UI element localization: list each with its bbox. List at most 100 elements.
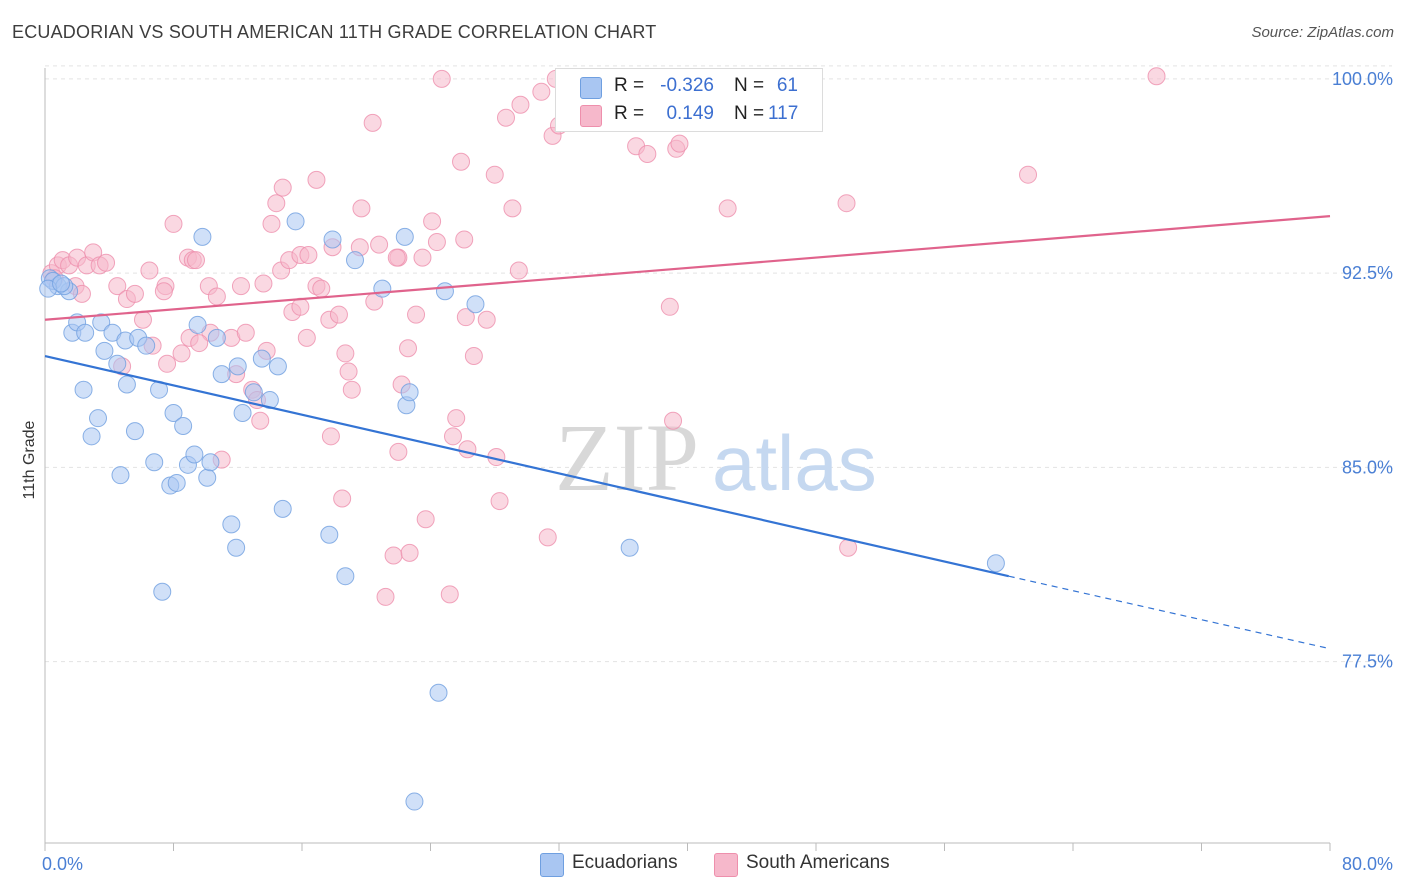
ecuadorian-point (435, 282, 454, 301)
ecuadorian-point (320, 525, 339, 544)
ecuadorian-point (52, 274, 71, 293)
south-american-point (485, 165, 504, 184)
south-american-point (207, 287, 226, 306)
south-american-point (172, 344, 191, 363)
south-american-point (140, 261, 159, 280)
south-american-point (133, 310, 152, 329)
ecuadorian-point (193, 227, 212, 246)
ecuadorian-point (400, 383, 419, 402)
south-american-point (718, 199, 737, 218)
y-tick-label: 100.0% (1332, 69, 1393, 89)
ecuadorian-point (346, 251, 365, 270)
legend-n-value: 61 (776, 75, 798, 96)
chart-source: Source: ZipAtlas.com (1251, 24, 1394, 41)
south-american-point (297, 328, 316, 347)
ecuadorian-point (111, 466, 130, 485)
ecuadorian-point (174, 416, 193, 435)
x-tick-label: 80.0% (1342, 854, 1393, 874)
south-american-point (387, 248, 406, 267)
legend-r-label: R = (614, 103, 645, 124)
south-american-point (407, 305, 426, 324)
south-american-point (291, 297, 310, 316)
south-american-point (399, 339, 418, 358)
ecuadorian-point (212, 365, 231, 384)
south-american-point (511, 95, 530, 114)
ecuadorian-point (286, 212, 305, 231)
x-tick-label: 0.0% (42, 854, 83, 874)
legend-n-label: N = (734, 103, 765, 124)
tick-labels: 77.5% 85.0% 92.5% 100.0% 0.0% 80.0% (42, 69, 1393, 874)
legend-label-south-americans: South Americans (746, 852, 890, 873)
ecuadorian-point (260, 391, 279, 410)
legend-n-value: 117 (768, 103, 799, 124)
south-american-point (503, 199, 522, 218)
ecuadorian-point (227, 538, 246, 557)
ecuadorian-point (89, 409, 108, 428)
ecuadorian-point (188, 315, 207, 334)
ecuadorian-point (373, 279, 392, 298)
ecuadorian-point (167, 473, 186, 492)
ecuadorian-point (233, 404, 252, 423)
ecuadorian-point (228, 357, 247, 376)
south-american-point (638, 144, 657, 163)
south-american-point (267, 194, 286, 213)
ecuadorian-point (185, 445, 204, 464)
ecuadorian-point (82, 427, 101, 446)
south-american-point (370, 235, 389, 254)
south-american-point (400, 543, 419, 562)
legend-swatch-ecuadorians (580, 77, 602, 99)
ecuadorian-point (153, 582, 172, 601)
ecuadorian-point (108, 354, 127, 373)
south-american-point (342, 380, 361, 399)
south-american-point (384, 546, 403, 565)
ecuadorian-point (323, 230, 342, 249)
chart-title: ECUADORIAN VS SOUTH AMERICAN 11TH GRADE … (12, 22, 657, 42)
south-american-point (231, 277, 250, 296)
south-american-point (837, 194, 856, 213)
ecuadorian-point (164, 404, 183, 423)
south-american-point (97, 253, 116, 272)
ecuadorian-point (76, 323, 95, 342)
south-american-point (339, 362, 358, 381)
south-american-point (464, 347, 483, 366)
y-tick-label: 77.5% (1342, 652, 1393, 672)
ecuadorian-point (273, 499, 292, 518)
south-american-point (164, 214, 183, 233)
legend-n-label: N = (734, 75, 765, 96)
watermark-atlas: atlas (712, 419, 877, 507)
south-american-point (262, 214, 281, 233)
south-american-point (154, 282, 173, 301)
south-american-point (251, 411, 270, 430)
south-american-point (299, 245, 318, 264)
y-tick-label: 85.0% (1342, 457, 1393, 477)
ecuadorian-point (92, 313, 111, 332)
south-american-point (236, 323, 255, 342)
ecuadorian-point (117, 375, 136, 394)
south-american-point (254, 274, 273, 293)
south-american-point (496, 108, 515, 127)
south-american-point (423, 212, 442, 231)
south-american-point (447, 409, 466, 428)
stats-legend: R = -0.326 N = 61 R = 0.149 N = 117 (555, 68, 823, 132)
south-american-point (664, 411, 683, 430)
south-american-point (455, 230, 474, 249)
ecuadorian-point (137, 336, 156, 355)
ecuadorian-point (145, 453, 164, 472)
south-american-point (108, 277, 127, 296)
legend-label-ecuadorians: Ecuadorians (572, 852, 678, 873)
south-american-point (186, 251, 205, 270)
south-american-point (452, 152, 471, 171)
ecuadorian-point (222, 515, 241, 534)
south-american-point (273, 178, 292, 197)
ecuadorians-trend-extension (1008, 575, 1331, 650)
south-american-point (1019, 165, 1038, 184)
south-american-point (376, 587, 395, 606)
ecuadorian-point (198, 468, 217, 487)
legend-swatch-south-americans (580, 105, 602, 127)
south-american-point (329, 305, 348, 324)
south-american-point (336, 344, 355, 363)
legend-r-label: R = (614, 75, 645, 96)
legend-swatch-south-americans (714, 853, 738, 877)
south-american-point (312, 279, 331, 298)
